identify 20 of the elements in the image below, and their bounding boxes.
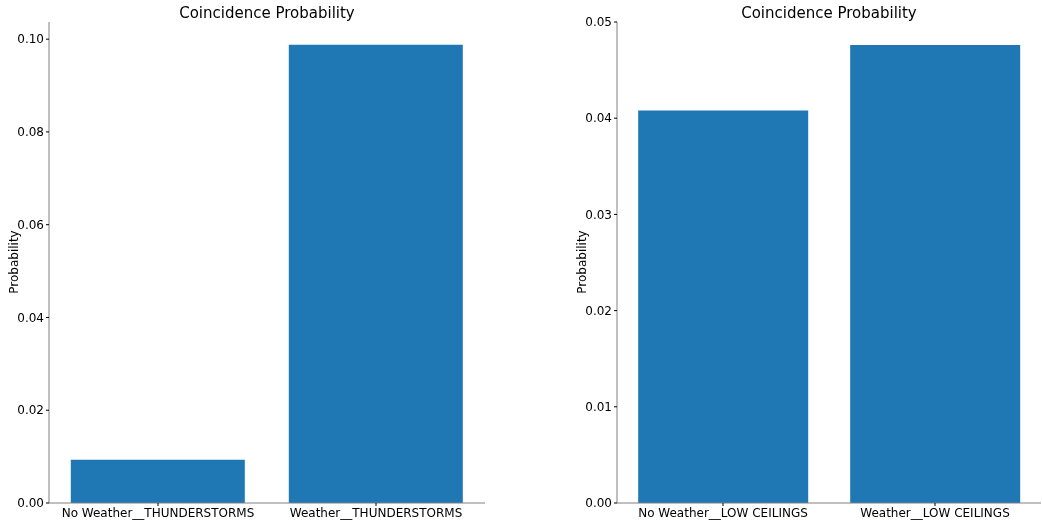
y-axis-title: Probability	[7, 230, 21, 294]
y-tick-label: 0.03	[585, 207, 612, 222]
y-tick-label: 0.04	[585, 111, 612, 126]
y-tick-label: 0.08	[17, 125, 44, 140]
y-tick-label: 0.00	[585, 496, 612, 511]
y-tick-label: 0.02	[585, 303, 612, 318]
x-tick-label: Weather__LOW CEILINGS	[860, 505, 1010, 520]
y-tick-label: 0.02	[17, 403, 44, 418]
y-tick-label: 0.01	[585, 400, 612, 415]
y-axis-title: Probability	[575, 230, 589, 294]
y-tick-label: 0.06	[17, 217, 44, 232]
chart-title: Coincidence Probability	[740, 4, 918, 22]
x-tick-label: No Weather__LOW CEILINGS	[638, 505, 808, 520]
x-tick-label: Weather__THUNDERSTORMS	[289, 505, 463, 520]
x-tick-label: No Weather__THUNDERSTORMS	[61, 505, 255, 520]
y-tick-label: 0.04	[17, 310, 44, 325]
chart-title: Coincidence Probability	[178, 4, 356, 22]
y-tick-label: 0.10	[17, 32, 44, 47]
y-tick-label: 0.00	[17, 496, 44, 511]
y-tick-label: 0.05	[585, 15, 612, 30]
